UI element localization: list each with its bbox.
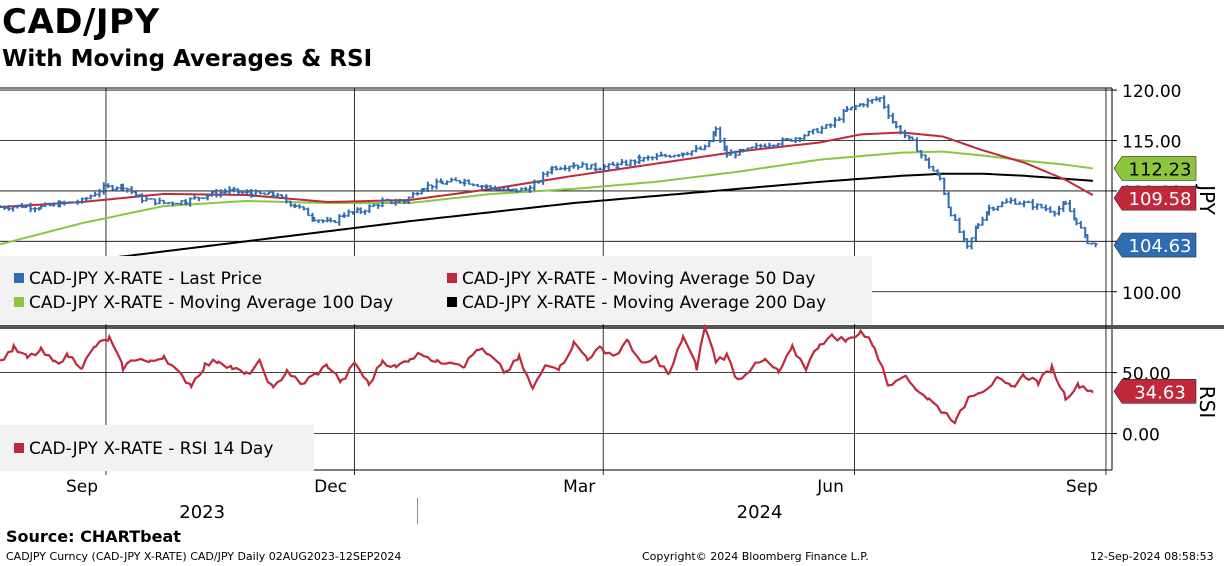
rsi-legend: CAD-JPY X-RATE - RSI 14 Day	[0, 425, 314, 471]
legend-item-ma100: CAD-JPY X-RATE - Moving Average 100 Day	[14, 293, 393, 313]
x-year-label: 2024	[737, 502, 783, 523]
legend-swatch	[14, 297, 24, 307]
price-bars	[0, 95, 1098, 250]
price-legend: CAD-JPY X-RATE - Last Price CAD-JPY X-RA…	[0, 256, 872, 324]
page-subtitle: With Moving Averages & RSI	[2, 46, 373, 72]
legend-item-rsi: CAD-JPY X-RATE - RSI 14 Day	[14, 439, 273, 459]
last-value-tag-bg	[1113, 379, 1197, 404]
last-value-tag-bg	[1113, 232, 1197, 258]
legend-item-last-price: CAD-JPY X-RATE - Last Price	[14, 269, 262, 289]
legend-swatch	[447, 297, 457, 307]
last-value-tag-text: 104.63	[1129, 236, 1192, 257]
rsi-axis-title: RSI	[1195, 386, 1219, 419]
panel-separator	[0, 325, 1224, 329]
last-value-tag-bg	[1113, 156, 1197, 181]
x-tick-label: Mar	[563, 477, 595, 497]
price-tick-label: 115.00	[1122, 133, 1181, 153]
last-value-tag-text: 109.58	[1129, 189, 1192, 210]
rsi-last-tag: 34.63	[1113, 379, 1197, 404]
ma200-line	[0, 172, 1093, 270]
price-tick-label: 120.00	[1122, 82, 1181, 102]
legend-item-ma200: CAD-JPY X-RATE - Moving Average 200 Day	[447, 293, 826, 313]
legend-label: CAD-JPY X-RATE - Moving Average 50 Day	[462, 269, 816, 289]
x-year-label: 2023	[179, 502, 225, 523]
legend-item-ma50: CAD-JPY X-RATE - Moving Average 50 Day	[447, 269, 815, 289]
x-tick-label: Dec	[314, 477, 347, 497]
x-tick-label: Jun	[816, 477, 844, 497]
ticker-info: CADJPY Curncy (CAD-JPY X-RATE) CAD/JPY D…	[6, 550, 402, 563]
ma100-last-tag: 112.23	[1113, 156, 1197, 181]
copyright-text: Copyright© 2024 Bloomberg Finance L.P.	[642, 550, 869, 563]
price-axis-title: JPY	[1195, 183, 1219, 216]
price-tick-label: 100.00	[1122, 284, 1181, 304]
last-value-tag-bg	[1113, 185, 1197, 211]
page-title: CAD/JPY	[2, 2, 160, 42]
price-last-tag: 104.63	[1113, 232, 1197, 258]
legend-swatch	[14, 443, 24, 453]
last-value-tag-text: 112.23	[1129, 159, 1192, 180]
x-tick-label: Sep	[66, 477, 98, 497]
legend-label: CAD-JPY X-RATE - Moving Average 200 Day	[462, 293, 827, 313]
legend-swatch	[447, 273, 457, 283]
legend-label: CAD-JPY X-RATE - RSI 14 Day	[29, 439, 274, 459]
rsi-tick-label: 0.00	[1122, 425, 1160, 445]
rsi-line	[0, 323, 1094, 425]
ma50-line	[0, 131, 1094, 209]
last-value-tag-text: 34.63	[1134, 382, 1186, 403]
timestamp-text: 12-Sep-2024 08:58:53	[1090, 550, 1214, 563]
legend-label: CAD-JPY X-RATE - Last Price	[29, 269, 263, 289]
x-tick-label: Sep	[1066, 477, 1098, 497]
source-label: Source: CHARTbeat	[6, 527, 181, 546]
legend-label: CAD-JPY X-RATE - Moving Average 100 Day	[29, 293, 394, 313]
ma100-line	[0, 150, 1094, 246]
ma50-last-tag: 109.58	[1113, 185, 1197, 211]
legend-swatch	[14, 273, 24, 283]
